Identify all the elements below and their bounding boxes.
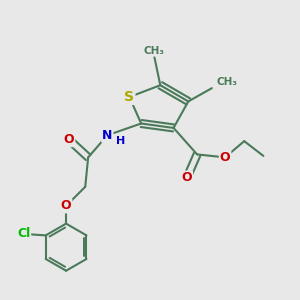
Text: Cl: Cl bbox=[17, 227, 30, 240]
Text: O: O bbox=[220, 151, 230, 164]
Text: O: O bbox=[64, 133, 74, 146]
Text: H: H bbox=[116, 136, 125, 146]
Text: N: N bbox=[102, 129, 112, 142]
Text: CH₃: CH₃ bbox=[144, 46, 165, 56]
Text: O: O bbox=[182, 172, 192, 184]
Text: S: S bbox=[124, 90, 134, 104]
Text: CH₃: CH₃ bbox=[216, 77, 237, 87]
Text: O: O bbox=[61, 200, 71, 212]
